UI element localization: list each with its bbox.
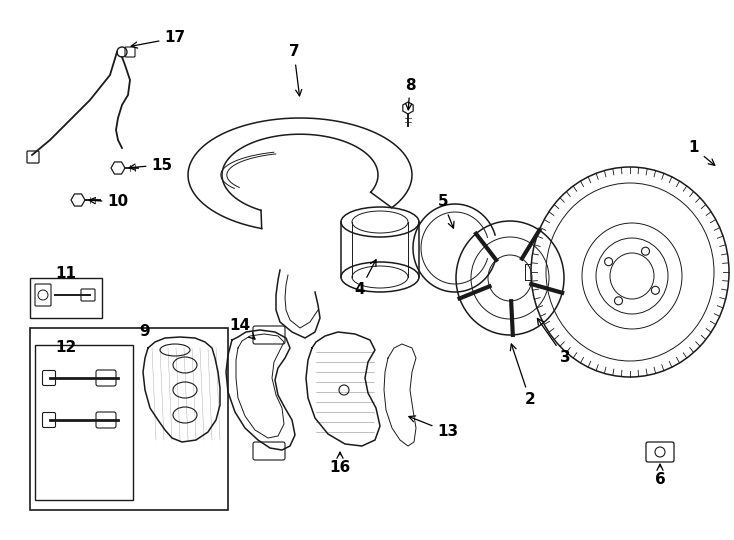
Text: 16: 16 [330, 452, 351, 476]
Text: 12: 12 [55, 341, 76, 355]
Text: 3: 3 [537, 319, 570, 366]
Text: 1: 1 [688, 140, 715, 165]
Text: 14: 14 [230, 318, 255, 339]
Text: 5: 5 [437, 194, 454, 228]
Text: 6: 6 [655, 464, 666, 488]
Text: 4: 4 [355, 260, 376, 298]
Text: 11: 11 [56, 266, 76, 280]
Text: 8: 8 [404, 78, 415, 110]
Text: 7: 7 [288, 44, 302, 96]
Bar [30, 278, 102, 318]
Text: 17: 17 [131, 30, 186, 48]
Text: 13: 13 [409, 416, 459, 440]
Text: 10: 10 [89, 194, 128, 210]
Text: 15: 15 [129, 158, 172, 172]
Bar [30, 328, 228, 510]
Text: 2: 2 [510, 344, 535, 408]
Bar [35, 345, 133, 500]
Text: 9: 9 [139, 325, 150, 340]
